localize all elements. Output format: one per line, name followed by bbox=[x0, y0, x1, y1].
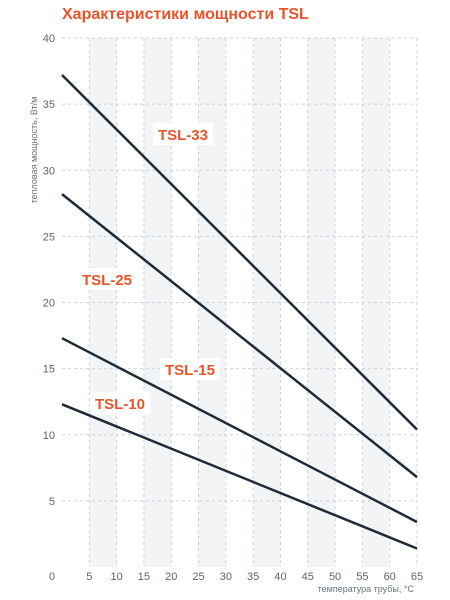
y-tick-label: 10 bbox=[43, 430, 55, 442]
x-tick-label: 35 bbox=[247, 571, 259, 583]
x-tick-label: 25 bbox=[192, 571, 204, 583]
series-labels: TSL-33 TSL-25 TSL-15 TSL-10 bbox=[77, 123, 220, 414]
x-tick-label: 50 bbox=[329, 571, 341, 583]
x-tick-label: 20 bbox=[165, 571, 177, 583]
series-label-tsl-33: TSL-33 bbox=[158, 127, 208, 144]
y-tick-label: 35 bbox=[43, 99, 55, 111]
x-tick-label: 40 bbox=[274, 571, 286, 583]
y-axis-title: тепловая мощность, Вт/м bbox=[29, 97, 39, 204]
series-label-tsl-15: TSL-15 bbox=[165, 362, 215, 379]
x-tick-label: 60 bbox=[384, 571, 396, 583]
x-tick-label: 55 bbox=[356, 571, 368, 583]
tick-labels: 5 10 15 20 25 30 35 40 0 5 10 15 20 25 30 35 40 45 50 55 60 6… bbox=[43, 33, 423, 583]
y-tick-label: 15 bbox=[43, 364, 55, 376]
series-label-background bbox=[153, 123, 213, 145]
x-tick-label: 5 bbox=[86, 571, 92, 583]
series-line-tsl-15 bbox=[61, 337, 418, 524]
x-tick-label: 65 bbox=[411, 571, 423, 583]
x-tick-label: 45 bbox=[302, 571, 314, 583]
x-axis-title: температура трубы, °С bbox=[318, 584, 415, 594]
series-label-background bbox=[77, 268, 137, 290]
series-lines bbox=[61, 74, 418, 550]
grid-layer bbox=[62, 37, 418, 567]
y-tick-label: 5 bbox=[49, 496, 55, 508]
series-label-background bbox=[90, 392, 150, 414]
x-tick-label: 15 bbox=[138, 571, 150, 583]
chart-title: Характеристики мощности TSL bbox=[62, 6, 309, 23]
series-label-background bbox=[160, 358, 220, 380]
y-tick-label: 40 bbox=[43, 33, 55, 45]
series-label-tsl-10: TSL-10 bbox=[95, 396, 145, 413]
series-line-tsl-25 bbox=[61, 193, 418, 479]
series-line-tsl-10 bbox=[61, 403, 418, 550]
x-tick-label: 30 bbox=[220, 571, 232, 583]
x-tick-label: 0 bbox=[49, 571, 55, 583]
series-line-tsl-33 bbox=[61, 74, 418, 431]
y-tick-label: 25 bbox=[43, 231, 55, 243]
x-tick-label: 10 bbox=[110, 571, 122, 583]
series-label-tsl-25: TSL-25 bbox=[82, 272, 132, 289]
y-tick-label: 30 bbox=[43, 165, 55, 177]
y-tick-label: 20 bbox=[43, 298, 55, 310]
